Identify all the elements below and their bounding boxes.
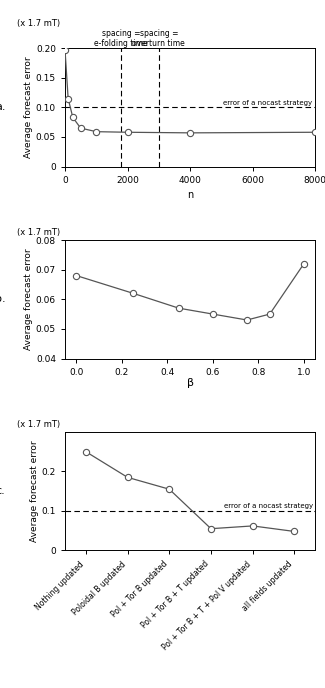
Text: spacing =
overturn time: spacing = overturn time	[133, 29, 185, 48]
Text: (x 1.7 mT): (x 1.7 mT)	[18, 420, 60, 429]
Text: a.: a.	[0, 103, 6, 112]
Text: (x 1.7 mT): (x 1.7 mT)	[18, 19, 60, 28]
Text: b.: b.	[0, 294, 6, 304]
Text: c.: c.	[0, 486, 5, 496]
Y-axis label: Average forecast error: Average forecast error	[30, 440, 39, 542]
Text: (x 1.7 mT): (x 1.7 mT)	[18, 228, 60, 237]
Y-axis label: Average forecast error: Average forecast error	[24, 56, 33, 158]
Text: spacing =
e-folding time: spacing = e-folding time	[95, 29, 148, 48]
Y-axis label: Average forecast error: Average forecast error	[24, 248, 33, 350]
X-axis label: n: n	[187, 190, 193, 200]
X-axis label: β: β	[187, 378, 194, 388]
Text: error of a nocast strategy: error of a nocast strategy	[223, 100, 312, 106]
Text: error of a nocast strategy: error of a nocast strategy	[224, 503, 313, 509]
